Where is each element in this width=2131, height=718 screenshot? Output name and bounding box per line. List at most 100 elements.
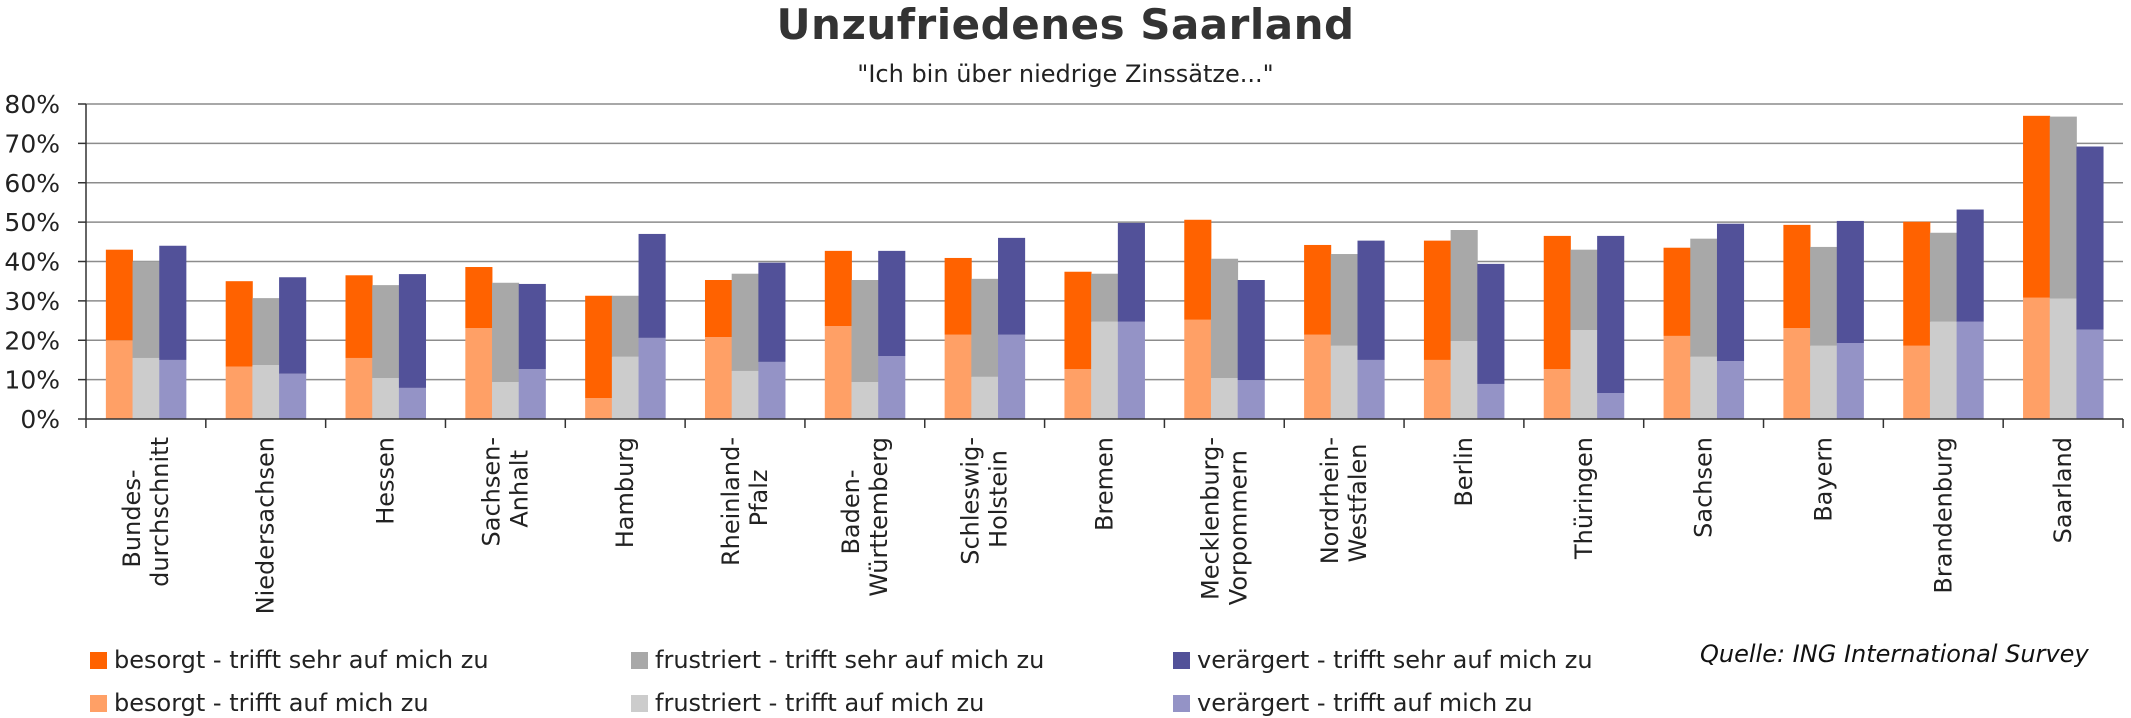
- x-category-label-text: Mecklenburg-Vorpommern: [1196, 437, 1252, 605]
- y-tick-label: 60%: [4, 169, 60, 198]
- x-category-label: Bayern: [1809, 437, 1837, 522]
- bar-segment-veraergert_sehr: [159, 245, 187, 360]
- legend-label: frustriert - trifft sehr auf mich zu: [655, 646, 1045, 674]
- bar-segment-besorgt_auf: [345, 357, 373, 419]
- bar-segment-besorgt_sehr: [704, 280, 733, 338]
- legend-item-veraergert: verärgert - trifft auf mich zu: [1173, 689, 1533, 717]
- legend-item-frustriert: frustriert - trifft auf mich zu: [631, 689, 984, 717]
- bar-segment-frustriert_sehr: [1810, 246, 1838, 346]
- bar-segment-frustriert_auf: [1330, 345, 1358, 419]
- bar-segment-veraergert_sehr: [878, 250, 906, 356]
- bars: [105, 115, 2104, 419]
- legend-swatch: [90, 694, 107, 712]
- bar-segment-frustriert_auf: [372, 378, 400, 419]
- x-category-labels: Bundes-durchschnitt Niedersachsen Hessen Sa…: [118, 437, 2077, 614]
- bar-segment-besorgt_sehr: [585, 295, 613, 399]
- bar-segment-veraergert_auf: [1477, 383, 1505, 419]
- bar-segment-frustriert_sehr: [2049, 116, 2077, 299]
- x-category-label-text: Bayern: [1809, 437, 1837, 522]
- x-category-label-text: Bundes-durchschnitt: [118, 437, 174, 587]
- bar-segment-besorgt_sehr: [1064, 271, 1092, 369]
- bar-segment-frustriert_auf: [1091, 321, 1119, 419]
- bar-segment-frustriert_sehr: [252, 298, 280, 366]
- legend-swatch: [631, 694, 648, 712]
- bar-segment-veraergert_auf: [1956, 321, 1984, 419]
- bar-segment-besorgt_auf: [1423, 359, 1452, 419]
- bar-segment-veraergert_auf: [1716, 361, 1745, 419]
- legend-label: verärgert - trifft sehr auf mich zu: [1197, 646, 1593, 674]
- x-category-label: Rheinland-Pfalz: [717, 437, 773, 566]
- bar-segment-frustriert_auf: [851, 381, 879, 419]
- bar-segment-veraergert_auf: [1117, 321, 1145, 419]
- bar-segment-besorgt_auf: [1543, 368, 1571, 419]
- bar-segment-frustriert_auf: [1210, 378, 1239, 419]
- bar-segment-veraergert_sehr: [638, 233, 666, 338]
- legend-label: besorgt - trifft sehr auf mich zu: [114, 646, 489, 674]
- bar-segment-veraergert_auf: [878, 356, 906, 419]
- bar-segment-besorgt_auf: [465, 328, 493, 419]
- bar-segment-veraergert_auf: [1597, 393, 1625, 419]
- bar-segment-besorgt_sehr: [2023, 115, 2051, 298]
- bar-segment-frustriert_sehr: [1690, 238, 1718, 357]
- bar-segment-frustriert_sehr: [492, 282, 520, 382]
- bar-segment-veraergert_sehr: [398, 274, 427, 388]
- legend-item-besorgt: besorgt - trifft auf mich zu: [90, 689, 429, 717]
- y-tick-label: 30%: [4, 287, 60, 316]
- x-category-label-text: Schleswig-Holstein: [957, 437, 1013, 565]
- bar-segment-besorgt_sehr: [824, 250, 852, 327]
- bar-segment-veraergert_sehr: [279, 277, 307, 374]
- x-category-label: Bundes-durchschnitt: [118, 437, 174, 587]
- x-category-label-text: Thüringen: [1570, 437, 1598, 560]
- bar-segment-frustriert_auf: [1690, 356, 1718, 419]
- x-category-label: Niedersachsen: [252, 437, 280, 614]
- legend-swatch: [1173, 651, 1190, 669]
- bar-segment-veraergert_sehr: [1357, 240, 1385, 360]
- bar-segment-veraergert_auf: [1237, 380, 1265, 419]
- x-category-label: Sachsen-Anhalt: [477, 437, 533, 547]
- bar-segment-besorgt_sehr: [1423, 240, 1452, 360]
- bar-segment-besorgt_auf: [1064, 368, 1092, 419]
- x-category-label-text: Hessen: [372, 437, 400, 525]
- bar-segment-frustriert_auf: [252, 365, 280, 419]
- bar-segment-frustriert_sehr: [611, 295, 639, 357]
- bar-segment-frustriert_auf: [1929, 321, 1958, 419]
- bar-segment-besorgt_sehr: [225, 281, 253, 367]
- bar-segment-besorgt_auf: [1304, 334, 1332, 419]
- x-category-label-text: Baden-Württemberg: [837, 437, 893, 597]
- bar-segment-besorgt_sehr: [1663, 247, 1691, 336]
- y-tick-label: 80%: [4, 90, 60, 119]
- bar-segment-veraergert_auf: [518, 368, 546, 419]
- bar-segment-veraergert_sehr: [1117, 222, 1145, 322]
- bar-segment-besorgt_auf: [585, 398, 613, 419]
- bar-segment-besorgt_sehr: [345, 275, 373, 358]
- bar-segment-veraergert_auf: [638, 337, 666, 419]
- x-category-label: Schleswig-Holstein: [957, 437, 1013, 565]
- bar-segment-frustriert_sehr: [372, 285, 400, 379]
- bar-segment-veraergert_auf: [1836, 343, 1864, 419]
- bar-segment-besorgt_auf: [2023, 297, 2051, 419]
- chart-subtitle: "Ich bin über niedrige Zinssätze...": [857, 60, 1274, 88]
- bar-segment-besorgt_auf: [1663, 335, 1691, 419]
- y-tick-label: 0%: [20, 405, 60, 434]
- x-category-label: Bremen: [1091, 437, 1119, 531]
- legend-swatch: [90, 651, 107, 669]
- bar-segment-frustriert_auf: [971, 376, 999, 419]
- bar-segment-frustriert_auf: [132, 357, 160, 419]
- bar-segment-veraergert_auf: [279, 373, 307, 419]
- bar-segment-veraergert_auf: [159, 359, 187, 419]
- source-note: Quelle: ING International Survey: [1700, 640, 2089, 668]
- x-category-label-text: Sachsen: [1690, 437, 1718, 538]
- bar-segment-frustriert_auf: [611, 356, 639, 419]
- legend-label: besorgt - trifft auf mich zu: [114, 689, 429, 717]
- bar-segment-besorgt_sehr: [1184, 219, 1212, 320]
- x-category-label: Hessen: [372, 437, 400, 525]
- bar-segment-besorgt_auf: [704, 337, 733, 419]
- x-category-label-text: Berlin: [1450, 437, 1478, 507]
- bar-segment-veraergert_sehr: [998, 237, 1026, 335]
- bar-segment-besorgt_auf: [105, 340, 133, 419]
- x-category-label: Berlin: [1450, 437, 1478, 507]
- legend-item-frustriert-sehr: frustriert - trifft sehr auf mich zu: [631, 646, 1044, 674]
- bar-segment-frustriert_sehr: [132, 261, 160, 358]
- x-category-label-text: Niedersachsen: [252, 437, 280, 614]
- x-category-label-text: Rheinland-Pfalz: [717, 437, 773, 566]
